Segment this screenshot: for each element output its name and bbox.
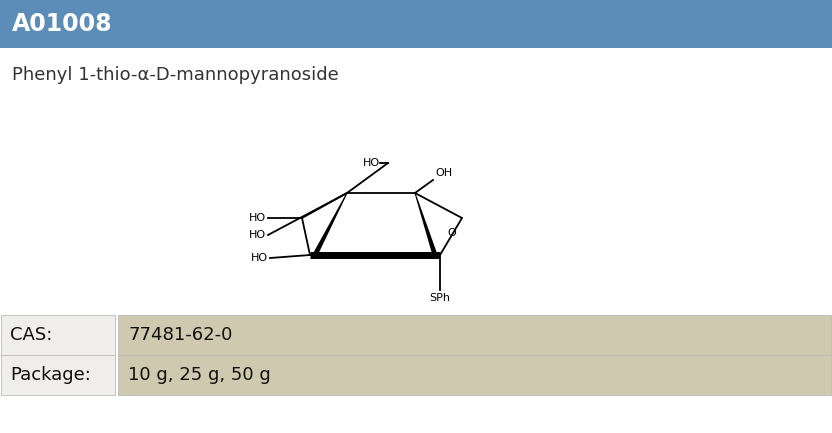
Polygon shape bbox=[313, 193, 348, 256]
FancyBboxPatch shape bbox=[1, 355, 115, 395]
Text: Package:: Package: bbox=[10, 366, 91, 384]
Text: HO: HO bbox=[249, 213, 266, 223]
Text: SPh: SPh bbox=[429, 293, 450, 303]
Text: 77481-62-0: 77481-62-0 bbox=[128, 326, 232, 344]
Text: HO: HO bbox=[363, 158, 380, 168]
FancyBboxPatch shape bbox=[118, 315, 831, 355]
Text: Phenyl 1-thio-α-D-mannopyranoside: Phenyl 1-thio-α-D-mannopyranoside bbox=[12, 66, 339, 84]
Text: CAS:: CAS: bbox=[10, 326, 52, 344]
Polygon shape bbox=[414, 193, 438, 256]
Text: O: O bbox=[448, 227, 457, 237]
Text: A01008: A01008 bbox=[12, 12, 112, 36]
Text: 10 g, 25 g, 50 g: 10 g, 25 g, 50 g bbox=[128, 366, 270, 384]
FancyBboxPatch shape bbox=[1, 315, 115, 355]
Text: HO: HO bbox=[249, 230, 266, 240]
FancyBboxPatch shape bbox=[0, 0, 832, 48]
Text: OH: OH bbox=[435, 168, 452, 178]
Text: HO: HO bbox=[251, 253, 268, 263]
FancyBboxPatch shape bbox=[118, 355, 831, 395]
